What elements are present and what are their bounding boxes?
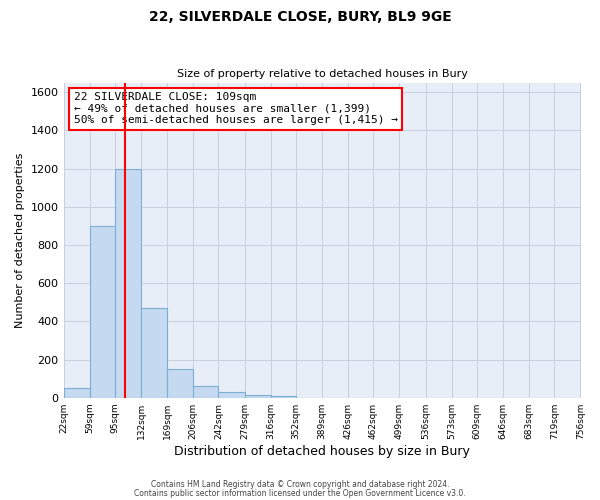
- Bar: [245, 395, 271, 398]
- Text: 22 SILVERDALE CLOSE: 109sqm
← 49% of detached houses are smaller (1,399)
50% of : 22 SILVERDALE CLOSE: 109sqm ← 49% of det…: [74, 92, 398, 125]
- Y-axis label: Number of detached properties: Number of detached properties: [15, 152, 25, 328]
- Bar: [89, 226, 115, 398]
- Title: Size of property relative to detached houses in Bury: Size of property relative to detached ho…: [176, 69, 467, 79]
- Bar: [218, 392, 245, 398]
- Bar: [115, 168, 141, 398]
- Text: 22, SILVERDALE CLOSE, BURY, BL9 9GE: 22, SILVERDALE CLOSE, BURY, BL9 9GE: [149, 10, 451, 24]
- Text: Contains HM Land Registry data © Crown copyright and database right 2024.: Contains HM Land Registry data © Crown c…: [151, 480, 449, 489]
- Bar: [193, 386, 218, 398]
- Text: Contains public sector information licensed under the Open Government Licence v3: Contains public sector information licen…: [134, 489, 466, 498]
- Bar: [167, 369, 193, 398]
- Bar: [271, 396, 296, 398]
- Bar: [64, 388, 89, 398]
- Bar: [141, 308, 167, 398]
- X-axis label: Distribution of detached houses by size in Bury: Distribution of detached houses by size …: [174, 444, 470, 458]
